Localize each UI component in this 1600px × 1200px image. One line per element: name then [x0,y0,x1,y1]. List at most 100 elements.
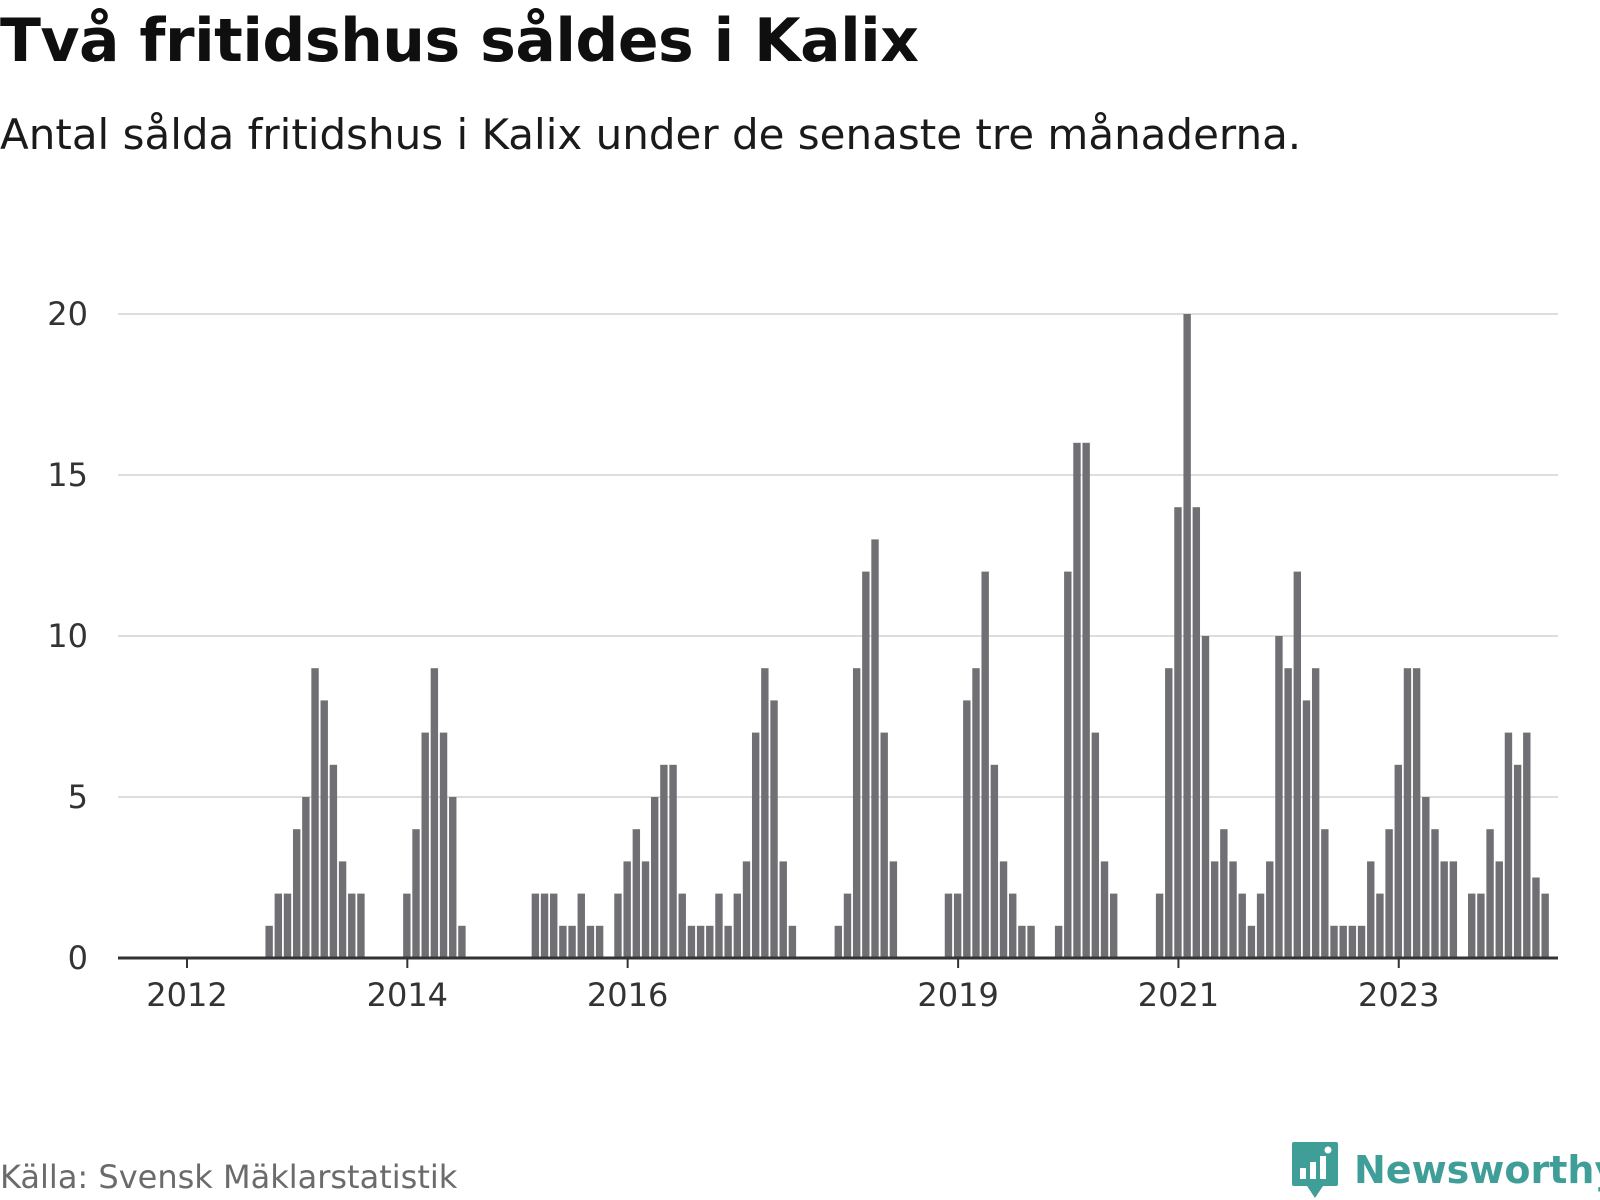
bar [852,668,861,958]
bar [614,893,622,958]
bar [292,829,301,958]
y-tick-label: 20 [47,295,88,333]
bar [1100,861,1109,958]
bar [1027,925,1035,958]
bar [1247,925,1256,958]
bar [834,925,842,958]
bar [1155,893,1164,958]
bar [944,893,953,958]
bar [742,861,751,958]
source-note: Källa: Svensk Mäklarstatistik [0,1158,458,1196]
bar [651,797,659,958]
bar [412,829,420,958]
bar [1513,764,1522,958]
y-tick-label: 5 [68,778,88,816]
highlight-value-label: 2 [1582,0,1600,9]
bar [1256,893,1265,958]
brand-logo: Newsworthy [1290,1140,1600,1200]
bar [586,925,595,958]
bar [1183,314,1191,958]
bar [449,797,457,958]
bar [770,700,778,958]
bar [1486,829,1494,958]
bar [1293,571,1301,958]
bar [1201,636,1210,958]
bar [623,861,631,958]
bar [302,797,310,958]
bar [1431,829,1439,958]
bar [348,893,356,958]
bar [1385,829,1393,958]
bar [871,539,879,958]
bar [669,764,677,958]
bar [1210,861,1219,958]
grid-lines [118,313,1558,798]
bar [540,893,549,958]
bar [439,732,448,958]
bar [632,829,641,958]
bar [320,700,328,958]
bar [963,700,971,958]
bar [706,925,714,958]
bar [1174,507,1182,958]
bar [1468,893,1476,958]
bar [1165,668,1173,958]
bar [715,893,723,958]
bar [1302,700,1311,958]
bar [889,861,898,958]
brand-name: Newsworthy [1354,1148,1600,1192]
bar [1091,732,1100,958]
bar [338,861,347,958]
bar [1449,861,1458,958]
bar [953,893,962,958]
bar [761,668,769,958]
bar [641,861,650,958]
bar [696,925,705,958]
bar [1495,861,1503,958]
bar [595,925,604,958]
bar [1054,925,1063,958]
bar [577,893,585,958]
bar [1412,668,1421,958]
bar [1275,636,1283,958]
bar [1440,861,1448,958]
x-tick-label: 2016 [587,976,668,1014]
bar [1357,925,1366,958]
bar [1284,668,1292,958]
axes [118,956,1558,968]
bar [862,571,870,958]
bar [1082,442,1090,958]
chart-subtitle: Antal sålda fritidshus i Kalix under de … [0,110,1302,159]
bar [1394,764,1402,958]
newsworthy-chart-bubble-icon [1292,1142,1338,1198]
x-tick-label: 2023 [1358,976,1439,1014]
bar [1238,893,1246,958]
bar [880,732,888,958]
bar [283,893,292,958]
bar [751,732,760,958]
bar [788,925,797,958]
bar [274,893,283,958]
bar [981,571,989,958]
bar [403,893,411,958]
bar [1339,925,1347,958]
bar [1110,893,1118,958]
bar [430,668,439,958]
chart-title: Två fritidshus såldes i Kalix [0,6,919,76]
bar [311,668,319,958]
bar [1523,732,1531,958]
bar [999,861,1008,958]
bar [329,764,338,958]
y-tick-label: 10 [47,617,88,655]
bar [531,893,540,958]
bar [678,893,686,958]
bar [458,925,466,958]
bar [550,893,558,958]
y-tick-label: 15 [47,456,88,494]
bar [843,893,852,958]
bar [1477,893,1485,958]
bar [779,861,787,958]
bar [1321,829,1329,958]
bar [1348,925,1357,958]
